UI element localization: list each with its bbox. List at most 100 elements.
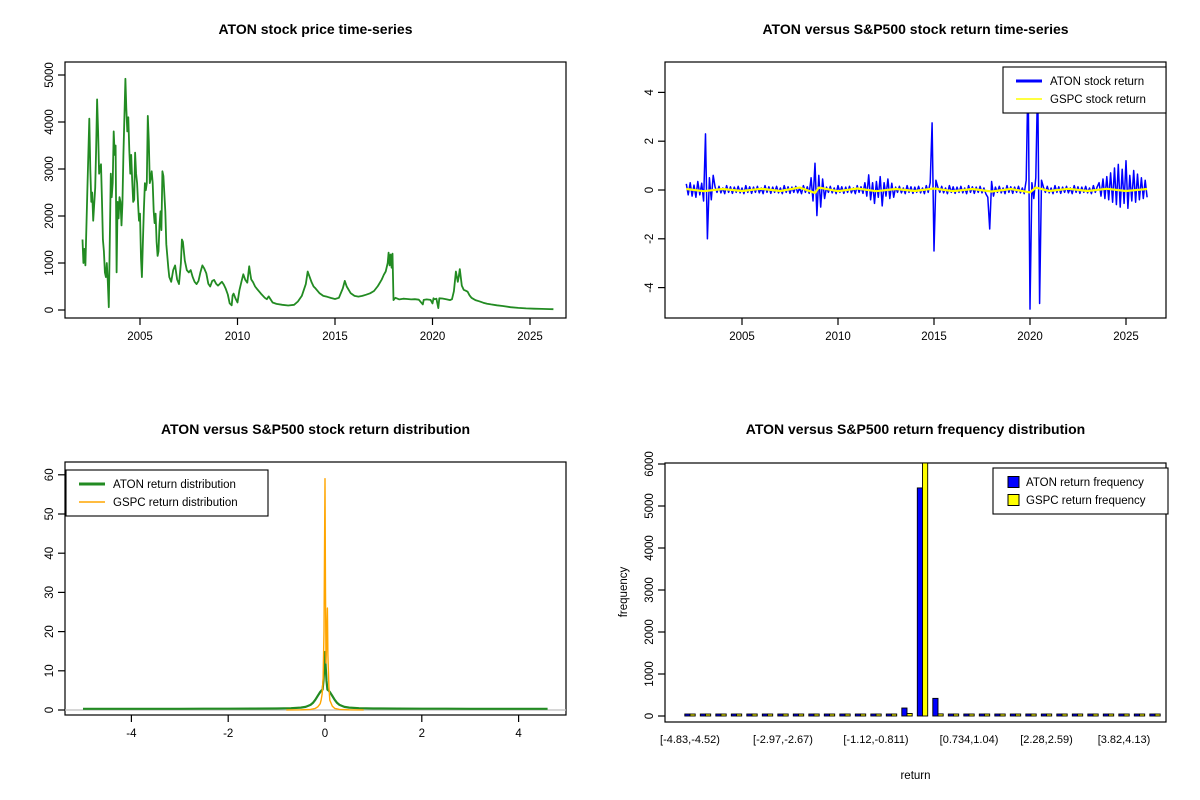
freq-bar bbox=[699, 713, 706, 717]
freq-bar bbox=[1046, 713, 1053, 717]
gspc-return-line bbox=[686, 186, 1148, 194]
x-tick-label: 2020 bbox=[1017, 331, 1043, 343]
freq-bar bbox=[953, 713, 960, 717]
x-tick-label: 2010 bbox=[225, 331, 251, 343]
freq-bar bbox=[746, 713, 753, 717]
freq-bar bbox=[937, 713, 944, 717]
legend-label: GSPC return frequency bbox=[1026, 495, 1146, 507]
y-axis: 0 1000 2000 3000 4000 5000 6000 bbox=[644, 451, 665, 719]
y-tick-label: 0 bbox=[44, 707, 56, 713]
freq-bar bbox=[792, 713, 799, 717]
chart-title-return-distribution: ATON versus S&P500 stock return distribu… bbox=[161, 421, 470, 437]
y-tick-label: 20 bbox=[44, 625, 56, 638]
freq-bar bbox=[1123, 713, 1130, 717]
freq-bar bbox=[1077, 713, 1084, 717]
freq-bar bbox=[829, 713, 836, 717]
freq-bar bbox=[777, 713, 784, 717]
freq-bar bbox=[901, 707, 908, 717]
freq-bar bbox=[978, 713, 985, 717]
legend-label: GSPC stock return bbox=[1050, 94, 1146, 106]
bin-label: [-2.97,-2.67) bbox=[753, 734, 813, 746]
y-tick-label: 2 bbox=[644, 138, 656, 144]
frequency-bars bbox=[684, 462, 1161, 717]
x-tick-label: 2025 bbox=[1113, 331, 1139, 343]
plot-box bbox=[64, 61, 567, 319]
y-tick-label: 3000 bbox=[44, 156, 56, 182]
freq-bar bbox=[891, 713, 898, 717]
y-tick-label: -2 bbox=[644, 234, 656, 244]
freq-bar bbox=[999, 713, 1006, 717]
legend-swatch-gspc_freq bbox=[1007, 494, 1020, 506]
y-tick-label: 10 bbox=[44, 664, 56, 677]
y-tick-label: 2000 bbox=[44, 203, 56, 229]
y-tick-label: 1000 bbox=[44, 250, 56, 276]
x-tick-label: 0 bbox=[322, 728, 328, 740]
legend-label: ATON return distribution bbox=[113, 479, 236, 491]
legend-label: GSPC return distribution bbox=[113, 497, 238, 509]
freq-bar bbox=[1118, 713, 1125, 717]
freq-bar bbox=[705, 713, 712, 717]
y-tick-label: 5000 bbox=[644, 493, 656, 519]
bin-label: [3.82,4.13) bbox=[1098, 734, 1151, 746]
panel-return-timeseries: 2005 2010 2015 2020 2025 -4 -2 0 2 4 ATON stock re… bbox=[644, 61, 1167, 343]
freq-bar bbox=[922, 462, 929, 717]
freq-bar bbox=[1061, 713, 1068, 717]
aton-price-line bbox=[81, 77, 554, 311]
freq-bar bbox=[854, 713, 861, 717]
freq-bar bbox=[1030, 713, 1037, 717]
y-tick-label: 1000 bbox=[644, 661, 656, 687]
y-tick-label: 0 bbox=[44, 307, 56, 313]
gspc-density-line bbox=[286, 478, 364, 711]
legend-box bbox=[65, 469, 269, 517]
y-tick-label: 4000 bbox=[644, 535, 656, 561]
freq-bar bbox=[984, 713, 991, 717]
chart-title-price-timeseries: ATON stock price time-series bbox=[218, 21, 412, 37]
freq-bar bbox=[994, 713, 1001, 717]
legend-box bbox=[1002, 66, 1167, 114]
freq-bar bbox=[736, 713, 743, 717]
y-tick-label: 3000 bbox=[644, 577, 656, 603]
x-axis: 2005 2010 2015 2020 2025 bbox=[729, 318, 1139, 343]
freq-bar bbox=[963, 713, 970, 717]
freq-bar bbox=[1040, 713, 1047, 717]
freq-bar bbox=[1149, 713, 1156, 717]
legend: ATON return distribution GSPC return dist… bbox=[65, 469, 269, 517]
aton-density-line bbox=[83, 650, 548, 710]
y-tick-label: 4 bbox=[644, 89, 656, 96]
y-tick-label: 50 bbox=[44, 508, 56, 521]
freq-bar bbox=[823, 713, 830, 717]
freq-bar bbox=[885, 713, 892, 717]
x-tick-label: 2 bbox=[419, 728, 425, 740]
freq-bar bbox=[730, 713, 737, 717]
legend-swatch-aton_freq bbox=[1007, 476, 1020, 488]
x-axis: -4 -2 0 2 4 bbox=[126, 715, 522, 740]
y-axis: 0 10 20 30 40 50 60 bbox=[44, 468, 65, 713]
x-tick-label: 4 bbox=[515, 728, 522, 740]
bin-label: [-1.12,-0.811) bbox=[843, 734, 908, 746]
plot-box bbox=[64, 461, 567, 716]
freq-bar bbox=[715, 713, 722, 717]
freq-bar bbox=[798, 713, 805, 717]
legend-box bbox=[992, 467, 1169, 515]
freq-bar bbox=[1154, 713, 1161, 717]
y-tick-label: 5000 bbox=[44, 62, 56, 88]
x-axis-label-return: return bbox=[900, 770, 930, 782]
freq-bar bbox=[860, 713, 867, 717]
freq-bar bbox=[782, 713, 789, 717]
x-tick-label: 2005 bbox=[127, 331, 153, 343]
y-axis: 0 1000 2000 3000 4000 5000 bbox=[44, 62, 65, 313]
bin-axis: [-4.83,-4.52) [-2.97,-2.67) [-1.12,-0.811)… bbox=[660, 734, 1150, 746]
freq-bar bbox=[1108, 713, 1115, 717]
freq-bar bbox=[916, 487, 923, 717]
freq-bar bbox=[870, 713, 877, 717]
chart-title-return-timeseries: ATON versus S&P500 stock return time-ser… bbox=[762, 21, 1068, 37]
freq-bar bbox=[1056, 713, 1063, 717]
legend: ATON stock return GSPC stock return bbox=[1002, 66, 1167, 114]
legend-label: ATON return frequency bbox=[1026, 477, 1144, 489]
y-tick-label: -4 bbox=[644, 282, 656, 293]
freq-bar bbox=[1092, 713, 1099, 717]
